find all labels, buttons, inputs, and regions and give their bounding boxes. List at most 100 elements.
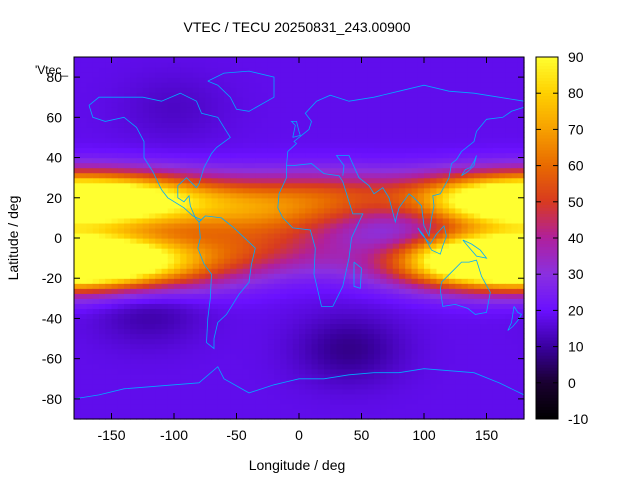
heatmap-cell [186,383,194,390]
heatmap-cell [174,268,181,274]
heatmap-cell [149,368,156,375]
heatmap-cell [92,393,100,400]
heatmap-cell [242,383,250,390]
heatmap-cell [317,217,325,224]
heatmap-cell [186,378,194,385]
heatmap-cell [380,393,388,400]
heatmap-cell [80,137,88,144]
heatmap-cell [436,288,444,294]
heatmap-cell [336,167,344,174]
heatmap-cell [499,368,506,375]
heatmap-cell [217,378,225,385]
heatmap-cell [461,142,469,149]
heatmap-cell [392,363,400,370]
heatmap-cell [430,227,438,234]
heatmap-cell [167,338,175,345]
heatmap-cell [180,258,188,264]
heatmap-cell [449,278,456,284]
heatmap-cell [417,82,425,88]
heatmap-cell [492,137,500,144]
heatmap-cell [280,127,288,134]
heatmap-cell [442,393,450,400]
heatmap-cell [430,368,438,375]
heatmap-cell [274,217,281,224]
heatmap-cell [205,333,213,340]
heatmap-cell [324,288,331,294]
heatmap-cell [411,358,419,365]
heatmap-cell [142,127,150,134]
heatmap-cell [299,253,306,259]
heatmap-cell [161,232,169,239]
heatmap-cell [330,232,338,239]
heatmap-cell [374,107,381,113]
heatmap-cell [424,107,431,113]
heatmap-cell [486,238,494,244]
heatmap-cell [317,112,325,118]
heatmap-cell [161,293,169,299]
heatmap-cell [180,212,188,219]
heatmap-cell [380,197,388,204]
heatmap-cell [92,67,100,73]
heatmap-cell [474,343,481,350]
heatmap-cell [205,373,213,380]
heatmap-cell [330,142,338,149]
heatmap-cell [311,62,319,68]
heatmap-cell [424,268,431,274]
heatmap-cell [292,152,300,159]
heatmap-cell [480,222,488,229]
heatmap-cell [461,122,469,128]
heatmap-cell [274,253,281,259]
heatmap-cell [167,318,175,325]
heatmap-cell [374,132,381,139]
heatmap-cell [142,62,150,68]
heatmap-cell [324,212,331,219]
heatmap-cell [280,303,288,309]
heatmap-cell [380,383,388,390]
heatmap-cell [267,333,275,340]
heatmap-cell [117,278,125,284]
heatmap-cell [392,137,400,144]
heatmap-cell [361,398,369,405]
heatmap-cell [299,358,306,365]
heatmap-cell [399,408,406,415]
heatmap-cell [499,358,506,365]
heatmap-cell [292,268,300,274]
heatmap-cell [186,57,194,63]
heatmap-cell [349,343,356,350]
heatmap-cell [117,192,125,199]
heatmap-cell [242,107,250,113]
heatmap-cell [142,353,150,360]
heatmap-cell [74,273,81,279]
heatmap-cell [236,393,244,400]
heatmap-cell [392,293,400,299]
heatmap-cell [267,187,275,194]
heatmap-cell [355,313,363,320]
heatmap-cell [411,323,419,330]
heatmap-cell [274,383,281,390]
heatmap-cell [130,152,138,159]
heatmap-cell [461,187,469,194]
heatmap-cell [342,288,350,294]
heatmap-cell [192,343,200,350]
heatmap-cell [467,97,475,103]
heatmap-cell [324,368,331,375]
heatmap-cell [374,408,381,415]
heatmap-cell [161,72,169,78]
heatmap-cell [367,358,375,365]
heatmap-cell [111,248,119,254]
heatmap-cell [111,112,119,118]
heatmap-cell [330,162,338,169]
heatmap-cell [480,383,488,390]
heatmap-cell [405,227,413,234]
heatmap-cell [449,152,456,159]
heatmap-cell [399,207,406,214]
heatmap-cell [86,333,94,340]
heatmap-cell [236,333,244,340]
heatmap-cell [324,117,331,123]
heatmap-cell [274,152,281,159]
heatmap-cell [117,273,125,279]
heatmap-cell [130,373,138,380]
heatmap-cell [392,338,400,345]
heatmap-cell [374,102,381,108]
heatmap-cell [74,182,81,189]
